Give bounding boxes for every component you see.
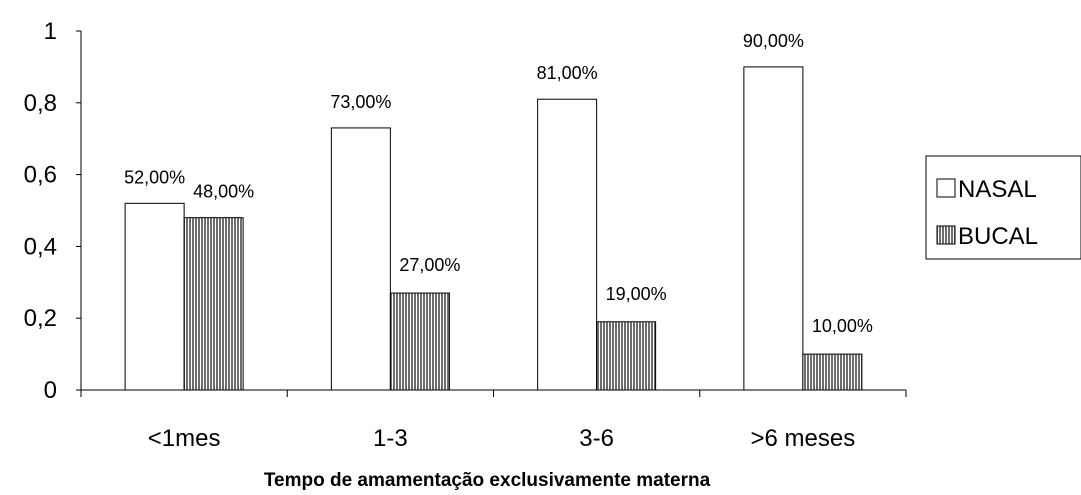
data-label-bucal: 10,00% (812, 316, 873, 336)
legend-label-bucal: BUCAL (958, 223, 1038, 250)
y-tick-label: 1 (44, 18, 57, 45)
legend-swatch-nasal (936, 178, 956, 198)
bar-nasal (330, 127, 391, 391)
data-label-nasal: 90,00% (743, 31, 804, 51)
bar-bucal (389, 292, 450, 391)
y-tick-label: 0,2 (24, 305, 57, 332)
legend: NASAL BUCAL (925, 155, 1081, 260)
x-axis-title: Tempo de amamentação exclusivamente mate… (264, 470, 711, 491)
data-label-nasal: 52,00% (124, 167, 185, 187)
data-labels: 52,00% 48,00% 73,00% 27,00% 81,00% 19,00% 90,0… (124, 31, 873, 336)
legend-swatch-bucal (936, 225, 956, 245)
legend-label-nasal: NASAL (958, 176, 1037, 203)
data-label-nasal: 81,00% (537, 63, 598, 83)
bar-nasal (124, 202, 185, 391)
data-label-nasal: 73,00% (330, 92, 391, 112)
data-label-bucal: 48,00% (193, 182, 254, 202)
x-tick-label: >6 meses (751, 425, 856, 452)
bar-bucal (596, 321, 657, 391)
x-tick-label: <1mes (148, 425, 221, 452)
x-axis: <1mes 1-3 3-6 >6 meses (80, 389, 907, 452)
y-tick-label: 0 (44, 377, 57, 404)
bar-bucal (183, 217, 244, 391)
y-tick-label: 0,4 (24, 233, 57, 260)
x-tick-label: 1-3 (373, 425, 408, 452)
y-tick-label: 0,6 (24, 162, 57, 189)
x-tick-label: 3-6 (579, 425, 614, 452)
bar-nasal (537, 98, 598, 391)
y-tick-label: 0,8 (24, 90, 57, 117)
data-label-bucal: 27,00% (399, 255, 460, 275)
bar-bucal (802, 353, 863, 391)
bars (124, 66, 863, 391)
bar-nasal (743, 66, 804, 391)
data-label-bucal: 19,00% (606, 284, 667, 304)
y-axis: 0 0,2 0,4 0,6 0,8 1 (24, 18, 82, 404)
